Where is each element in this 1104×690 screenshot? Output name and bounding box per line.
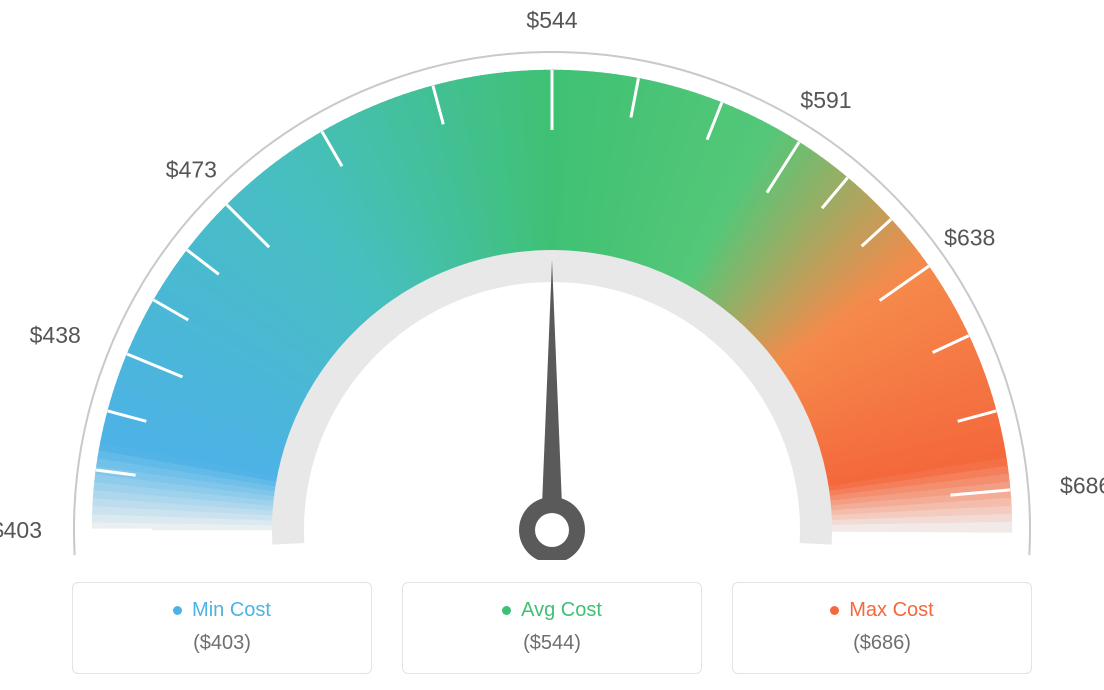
legend-card-min: Min Cost ($403) xyxy=(72,582,372,674)
svg-text:$686: $686 xyxy=(1060,473,1104,499)
legend-title-min: Min Cost xyxy=(173,599,271,622)
legend-card-max: Max Cost ($686) xyxy=(732,582,1032,674)
dot-icon xyxy=(830,606,839,615)
legend-card-avg: Avg Cost ($544) xyxy=(402,582,702,674)
legend-value-avg: ($544) xyxy=(403,632,701,655)
gauge-chart: $403 $438 $473 $544 $591 $638 $686 xyxy=(0,0,1104,560)
svg-text:$544: $544 xyxy=(526,7,577,33)
svg-text:$638: $638 xyxy=(944,224,995,250)
legend-title-max: Max Cost xyxy=(830,599,933,622)
legend-title-avg: Avg Cost xyxy=(502,599,602,622)
dot-icon xyxy=(173,606,182,615)
gauge-svg: $403 $438 $473 $544 $591 $638 $686 xyxy=(0,0,1104,560)
svg-text:$591: $591 xyxy=(800,87,851,113)
legend-label-avg: Avg Cost xyxy=(521,599,602,622)
svg-text:$403: $403 xyxy=(0,517,42,543)
dot-icon xyxy=(502,606,511,615)
legend-row: Min Cost ($403) Avg Cost ($544) Max Cost… xyxy=(0,582,1104,674)
svg-text:$438: $438 xyxy=(30,322,81,348)
legend-label-max: Max Cost xyxy=(849,599,933,622)
svg-text:$473: $473 xyxy=(166,156,217,182)
legend-label-min: Min Cost xyxy=(192,599,271,622)
legend-value-max: ($686) xyxy=(733,632,1031,655)
legend-value-min: ($403) xyxy=(73,632,371,655)
